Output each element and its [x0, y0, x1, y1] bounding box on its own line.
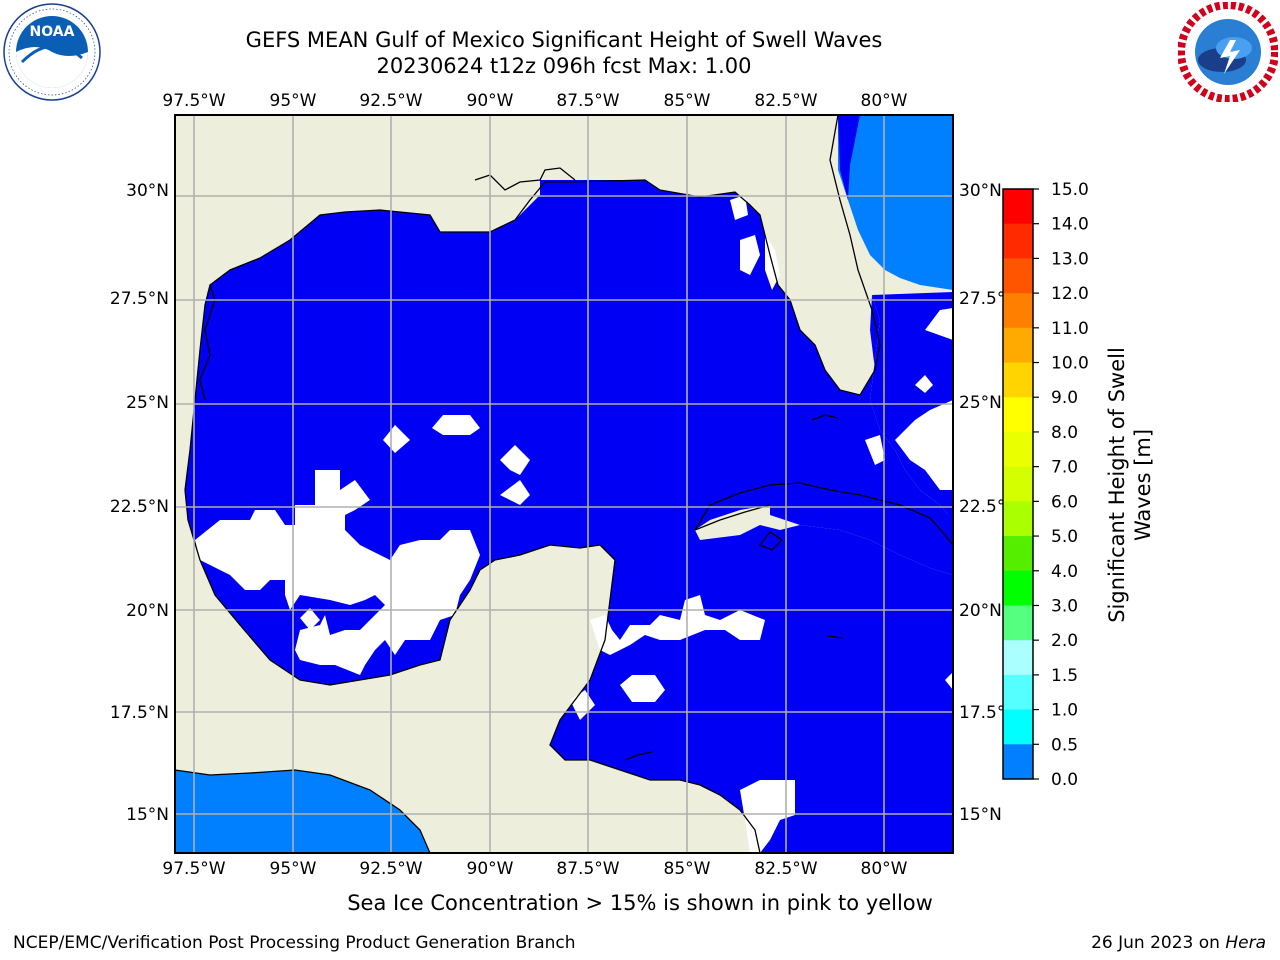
colorbar-tick-label: 0.5: [1051, 735, 1078, 755]
lat-label: 17.5°N: [110, 703, 169, 723]
graticule: [175, 115, 953, 853]
forecast-subtitle: 20230624 t12z 096h fcst Max: 1.00: [376, 54, 752, 78]
colorbar-tick-label: 14.0: [1051, 215, 1089, 235]
lon-label: 90°W: [467, 91, 514, 111]
colorbar-label-line1: Significant Height of Swell: [1105, 347, 1129, 623]
lat-label: 20°N: [126, 601, 169, 621]
gulf-swell-area: [185, 180, 953, 853]
lon-label: 97.5°W: [162, 91, 225, 111]
colorbar-tick-label: 10.0: [1051, 354, 1089, 374]
lon-label: 82.5°W: [754, 859, 817, 879]
colorbar-tick-label: 1.5: [1051, 666, 1078, 686]
footer-date: 26 Jun 2023 on Hera: [1091, 933, 1266, 953]
colorbar-segment: [1003, 709, 1033, 745]
lon-label: 85°W: [664, 91, 711, 111]
map-frame: [174, 114, 954, 854]
lon-label: 87.5°W: [556, 859, 619, 879]
colorbar-tick-label: 8.0: [1051, 423, 1078, 443]
lat-label: 20°N: [959, 601, 1002, 621]
footer-host: Hera: [1225, 933, 1266, 953]
lon-label: 80°W: [861, 91, 908, 111]
colorbar-segment: [1003, 431, 1033, 468]
nws-logo-icon: [1178, 2, 1278, 102]
colorbar-tick-label: 11.0: [1051, 319, 1089, 339]
colorbar-segment: [1003, 397, 1033, 433]
colorbar-segment: [1003, 536, 1033, 572]
atlantic-swell-area: [838, 115, 953, 290]
lon-label: 97.5°W: [162, 859, 225, 879]
lon-labels-top: 97.5°W 95°W 92.5°W 90°W 87.5°W 85°W 82.5…: [162, 91, 907, 111]
lat-label: 30°N: [959, 181, 1002, 201]
colorbar-tick-label: 15.0: [1051, 180, 1089, 200]
colorbar-segment: [1003, 501, 1033, 537]
colorbar-tick-label: 9.0: [1051, 388, 1078, 408]
colorbar-segment: [1003, 327, 1033, 364]
noaa-logo-icon: NOAA: [3, 3, 101, 101]
lon-labels-bottom: 97.5°W 95°W 92.5°W 90°W 87.5°W 85°W 82.5…: [162, 859, 907, 879]
colorbar-segment: [1003, 189, 1033, 225]
colorbar-segment: [1003, 466, 1033, 502]
colorbar-label-line2: Waves [m]: [1131, 429, 1155, 541]
sea-ice-note: Sea Ice Concentration > 15% is shown in …: [347, 891, 933, 915]
colorbar-tick-label: 0.0: [1051, 770, 1078, 790]
lat-labels-left: 30°N 27.5°N 25°N 22.5°N 20°N 17.5°N 15°N: [110, 181, 169, 825]
coastline: [175, 115, 953, 853]
colorbar-tick-label: 13.0: [1051, 249, 1089, 269]
lat-label: 27.5°N: [110, 289, 169, 309]
lon-label: 92.5°W: [359, 859, 422, 879]
lat-label: 25°N: [126, 393, 169, 413]
colorbar-segment: [1003, 293, 1033, 329]
lat-label: 30°N: [126, 181, 169, 201]
colorbar-segment: [1003, 570, 1033, 606]
lon-label: 95°W: [270, 91, 317, 111]
no-data-areas: [195, 195, 953, 853]
colorbar-tick-label: 4.0: [1051, 562, 1078, 582]
colorbar-segment: [1003, 605, 1033, 641]
colorbar-tick-label: 7.0: [1051, 458, 1078, 478]
colorbar-frame: [1002, 188, 1034, 780]
colorbar-tick-label: 5.0: [1051, 527, 1078, 547]
colorbar-segment: [1003, 223, 1033, 259]
lat-label: 15°N: [959, 805, 1002, 825]
footer-branch: NCEP/EMC/Verification Post Processing Pr…: [13, 933, 576, 953]
colorbar: 15.0 14.0 13.0 12.0 11.0 10.0 9.0 8.0 7.0 6.0 5.0 4…: [1002, 180, 1089, 790]
colorbar-segment: [1003, 744, 1033, 780]
lat-label: 25°N: [959, 393, 1002, 413]
lon-label: 95°W: [270, 859, 317, 879]
lon-label: 80°W: [861, 859, 908, 879]
colorbar-tick-label: 6.0: [1051, 492, 1078, 512]
colorbar-segment: [1003, 640, 1033, 676]
lon-label: 85°W: [664, 859, 711, 879]
colorbar-segment: [1003, 674, 1033, 711]
lat-label: 15°N: [126, 805, 169, 825]
svg-text:NOAA: NOAA: [30, 24, 75, 40]
colorbar-segment: [1003, 362, 1033, 398]
colorbar-tick-label: 1.0: [1051, 701, 1078, 721]
lon-label: 87.5°W: [556, 91, 619, 111]
footer-date-text: 26 Jun 2023 on: [1091, 933, 1226, 953]
lon-label: 92.5°W: [359, 91, 422, 111]
lat-label: 22.5°N: [110, 497, 169, 517]
colorbar-segment: [1003, 258, 1033, 294]
colorbar-tick-label: 12.0: [1051, 284, 1089, 304]
colorbar-tick-label: 2.0: [1051, 631, 1078, 651]
lon-label: 82.5°W: [754, 91, 817, 111]
lon-label: 90°W: [467, 859, 514, 879]
colorbar-label: Significant Height of Swell Waves [m]: [1105, 347, 1155, 623]
colorbar-tick-label: 3.0: [1051, 596, 1078, 616]
map-panel: [175, 115, 953, 853]
chart-title: GEFS MEAN Gulf of Mexico Significant Hei…: [245, 28, 883, 52]
